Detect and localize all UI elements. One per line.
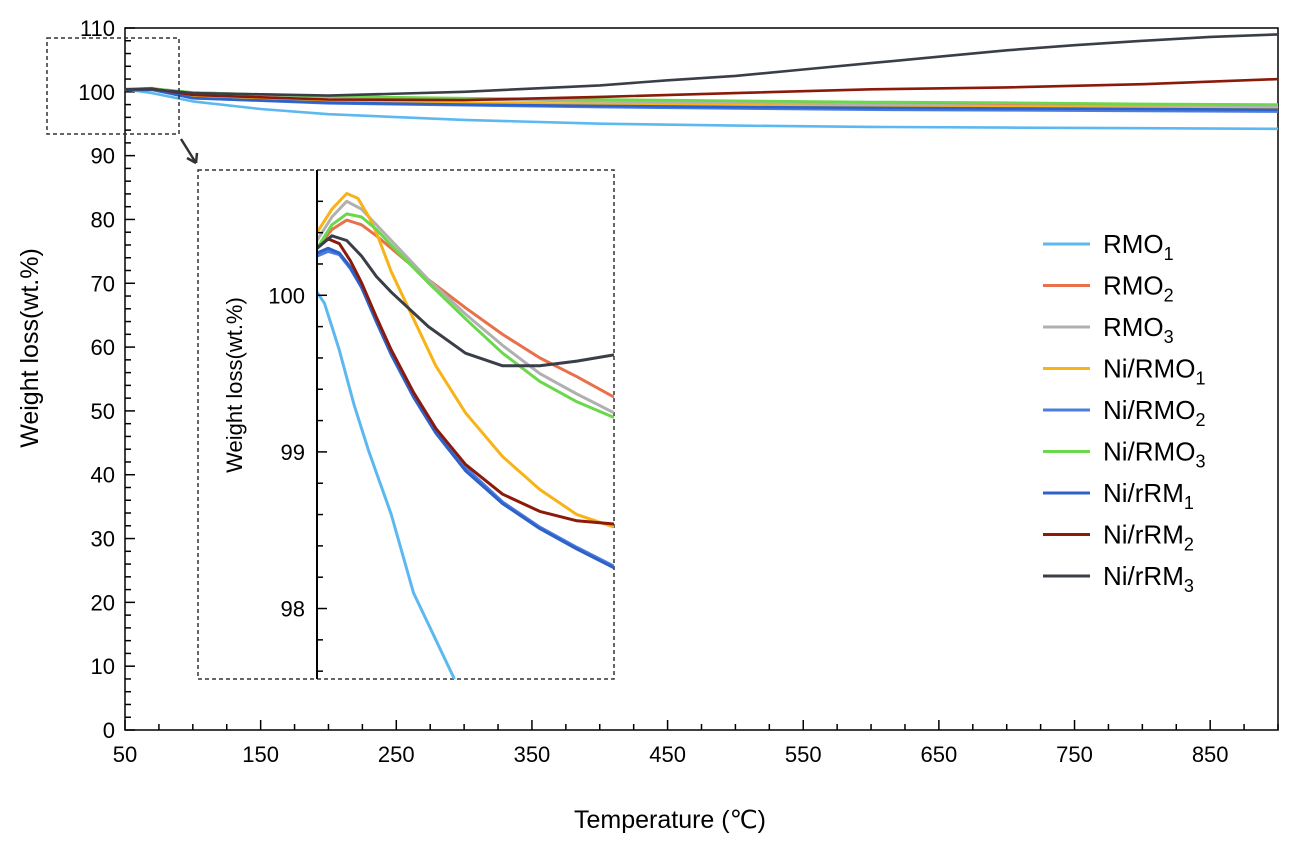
legend-label: RMO2	[1103, 271, 1174, 306]
series-line	[124, 88, 1279, 131]
zoom-arrow	[179, 138, 198, 164]
y-tick-label: 100	[78, 80, 115, 105]
y-tick-label: 90	[91, 144, 115, 169]
inset-series-line	[317, 212, 614, 419]
legend-label: Ni/RMO1	[1103, 354, 1205, 389]
inset-y-tick-label: 98	[281, 597, 305, 622]
inset-frame	[197, 169, 615, 680]
legend-label: Ni/rRM3	[1103, 561, 1194, 596]
legend-label: Ni/rRM1	[1103, 478, 1194, 513]
inset-series-line	[317, 234, 614, 368]
legend-label: Ni/RMO2	[1103, 395, 1205, 430]
legend: RMO1 RMO2 RMO3 Ni/RMO1 Ni/RMO2 Ni/RMO3 Ni/rRM1…	[1043, 229, 1205, 596]
y-tick-label: 70	[91, 271, 115, 296]
inset-series-line	[317, 192, 614, 529]
legend-label: Ni/RMO3	[1103, 437, 1205, 472]
x-tick-label: 250	[378, 742, 415, 767]
inset-y-tick-label: 99	[281, 440, 305, 465]
inset-series-line	[317, 199, 614, 415]
x-tick-label: 450	[649, 742, 686, 767]
x-tick-label: 850	[1192, 742, 1229, 767]
legend-label: RMO1	[1103, 229, 1174, 264]
y-tick-label: 80	[91, 207, 115, 232]
inset-plot: 98 99 100 Weight loss(wt.%)	[197, 169, 615, 680]
series-line	[125, 33, 1279, 97]
y-tick-label: 110	[80, 16, 115, 41]
y-tick-label: 10	[91, 654, 115, 679]
legend-label: RMO3	[1103, 312, 1174, 347]
x-tick-label: 350	[514, 742, 551, 767]
x-tick-label: 50	[113, 742, 137, 767]
zoom-region-box	[46, 37, 180, 135]
x-tick-label: 150	[242, 742, 279, 767]
y-tick-label: 0	[103, 718, 115, 743]
y-tick-label: 60	[91, 335, 115, 360]
inset-series-line	[317, 246, 614, 570]
inset-y-axis-title: Weight loss(wt.%)	[222, 297, 247, 473]
y-axis-title: Weight loss(wt.%)	[16, 248, 44, 448]
y-tick-label: 20	[91, 590, 115, 615]
x-tick-label: 550	[785, 742, 822, 767]
y-tick-label: 50	[91, 399, 115, 424]
y-tick-label: 40	[91, 463, 115, 488]
inset-series-line	[317, 237, 614, 526]
zoom-arrowhead	[186, 152, 199, 165]
x-tick-label: 650	[921, 742, 958, 767]
inset-y-tick-label: 100	[268, 283, 305, 308]
legend-label: Ni/rRM2	[1103, 520, 1194, 555]
y-tick-label: 30	[91, 527, 115, 552]
inset-series-line	[317, 291, 456, 679]
x-tick-label: 750	[1056, 742, 1093, 767]
main-plot: 50 150 250 350 450 550 650 750 850 0 10 20 30 40 50 60 7…	[46, 16, 1279, 767]
x-axis-title: Temperature (℃)	[574, 806, 766, 834]
